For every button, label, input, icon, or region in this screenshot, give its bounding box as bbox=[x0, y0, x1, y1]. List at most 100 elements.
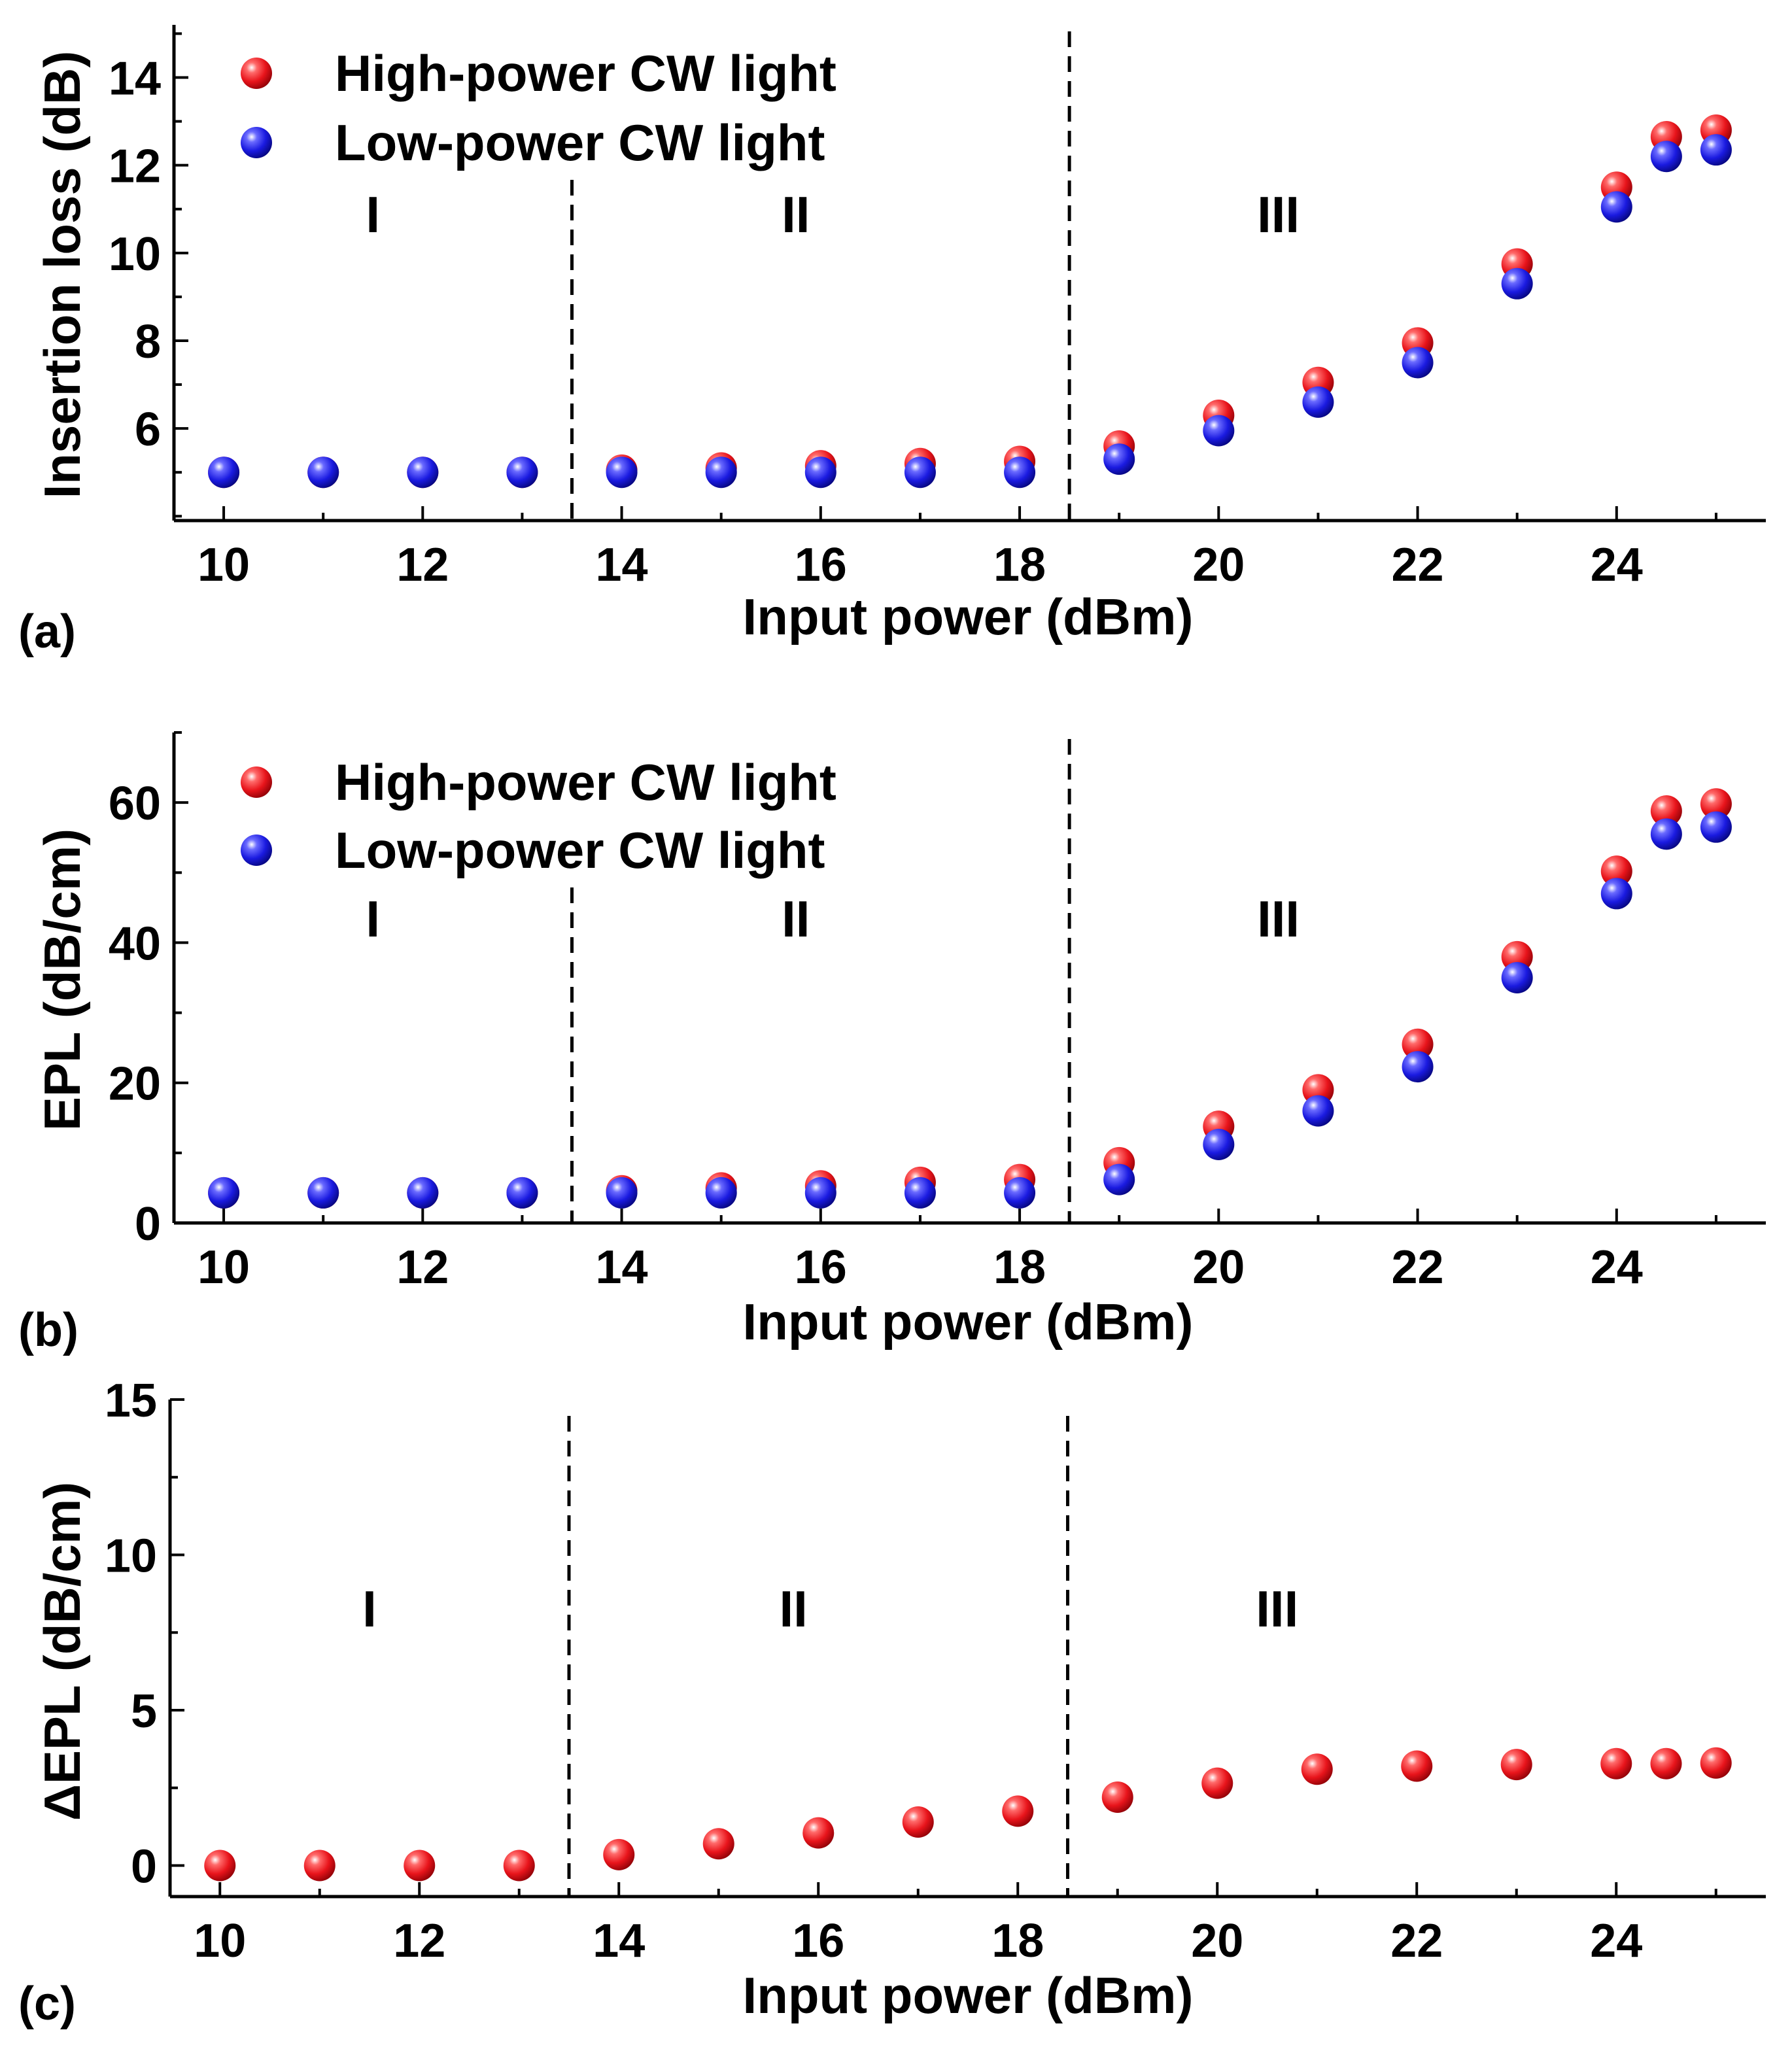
x-tick-label: 12 bbox=[396, 1241, 449, 1294]
point-low-11 bbox=[307, 1177, 339, 1209]
region-label-iii: III bbox=[1257, 890, 1300, 948]
x-tick-label: 20 bbox=[1192, 539, 1245, 591]
x-tick-label: 10 bbox=[194, 1915, 246, 1967]
point-low-20 bbox=[1203, 415, 1235, 447]
legend-label-low: Low-power CW light bbox=[335, 114, 825, 171]
point-low-19 bbox=[1103, 1163, 1135, 1195]
x-tick-label: 10 bbox=[198, 1241, 250, 1294]
point-high-15 bbox=[702, 1828, 734, 1860]
x-tick-label: 12 bbox=[393, 1915, 445, 1967]
point-low-15 bbox=[705, 1177, 737, 1209]
region-labels-b: I II III bbox=[366, 890, 1300, 948]
point-high-25 bbox=[1700, 788, 1732, 820]
point-low-16 bbox=[804, 1177, 836, 1209]
x-tick-label: 16 bbox=[795, 1241, 847, 1294]
point-high-12 bbox=[404, 1849, 436, 1882]
point-low-21 bbox=[1302, 386, 1334, 418]
x-tick-label: 18 bbox=[993, 539, 1046, 591]
x-tick-label: 18 bbox=[991, 1915, 1044, 1967]
point-high-20 bbox=[1201, 1767, 1233, 1799]
point-low-12 bbox=[407, 456, 439, 489]
x-tick-label: 22 bbox=[1390, 1915, 1443, 1967]
region-dividers-b bbox=[570, 739, 1071, 1223]
point-low-24_5 bbox=[1650, 141, 1682, 173]
point-low-19 bbox=[1103, 443, 1135, 475]
axes-a: 10 12 14 16 18 20 22 24 6 8 10 12 14 bbox=[109, 25, 1766, 591]
point-low-11 bbox=[307, 456, 339, 489]
legend-a: High-power CW light Low-power CW light bbox=[241, 44, 836, 171]
point-high-22 bbox=[1401, 1750, 1433, 1782]
x-tick-label: 22 bbox=[1392, 1241, 1444, 1294]
point-low-13 bbox=[506, 1177, 538, 1209]
point-low-23 bbox=[1501, 962, 1533, 993]
point-low-24 bbox=[1600, 878, 1632, 910]
x-tick-label: 10 bbox=[198, 539, 250, 591]
region-label-iii: III bbox=[1257, 186, 1300, 243]
point-high-24_5 bbox=[1650, 795, 1682, 827]
legend-label-high: High-power CW light bbox=[335, 753, 836, 811]
panel-label-c: (c) bbox=[18, 1978, 76, 2030]
y-tick-label: 0 bbox=[131, 1841, 157, 1893]
point-high-16 bbox=[802, 1817, 835, 1849]
point-high-14 bbox=[603, 1838, 635, 1870]
x-tick-label: 22 bbox=[1392, 539, 1444, 591]
x-tick-label: 24 bbox=[1591, 1241, 1643, 1294]
point-low-18 bbox=[1004, 456, 1036, 489]
point-low-25 bbox=[1700, 134, 1732, 166]
legend-marker-high bbox=[241, 58, 272, 89]
y-tick-label: 12 bbox=[109, 141, 161, 193]
point-high-10 bbox=[204, 1849, 236, 1882]
region-dividers-a bbox=[570, 31, 1071, 521]
point-low-20 bbox=[1203, 1129, 1235, 1160]
x-tick-label: 24 bbox=[1590, 1915, 1642, 1967]
region-labels-a: I II III bbox=[366, 186, 1300, 243]
region-dividers-c bbox=[567, 1416, 1069, 1897]
x-tick-label: 16 bbox=[795, 539, 847, 591]
x-tick-label: 14 bbox=[596, 539, 648, 591]
region-label-i: I bbox=[362, 1580, 377, 1638]
region-label-i: I bbox=[366, 890, 380, 948]
axes-b: 10 12 14 16 18 20 22 24 0 20 40 60 bbox=[109, 731, 1766, 1294]
region-label-ii: II bbox=[782, 890, 810, 948]
y-axis-title-a: Insertion loss (dB) bbox=[33, 51, 91, 499]
point-low-24 bbox=[1600, 191, 1632, 223]
y-axis-title-c: ΔEPL (dB/cm) bbox=[33, 1482, 91, 1821]
legend-label-low: Low-power CW light bbox=[335, 821, 825, 879]
point-low-25 bbox=[1700, 811, 1732, 843]
point-low-18 bbox=[1004, 1177, 1036, 1209]
point-low-10 bbox=[208, 1177, 240, 1209]
point-low-23 bbox=[1501, 267, 1533, 300]
axes-c: 10 12 14 16 18 20 22 24 0 5 10 15 bbox=[105, 1375, 1766, 1967]
point-low-16 bbox=[804, 456, 836, 489]
legend-b: High-power CW light Low-power CW light bbox=[241, 753, 836, 879]
y-tick-label: 20 bbox=[109, 1058, 161, 1110]
y-tick-label: 14 bbox=[109, 52, 161, 105]
point-low-14 bbox=[606, 1177, 638, 1209]
point-high-21 bbox=[1301, 1753, 1333, 1785]
x-tick-label: 14 bbox=[596, 1241, 648, 1294]
legend-label-high: High-power CW light bbox=[335, 44, 836, 102]
x-tick-label: 18 bbox=[993, 1241, 1046, 1294]
x-tick-label: 14 bbox=[593, 1915, 645, 1967]
point-high-18 bbox=[1002, 1795, 1034, 1827]
y-tick-label: 5 bbox=[131, 1685, 157, 1738]
region-labels-c: I II III bbox=[362, 1580, 1298, 1638]
x-tick-label: 16 bbox=[792, 1915, 844, 1967]
y-tick-label: 8 bbox=[135, 316, 161, 368]
point-low-17 bbox=[904, 456, 936, 489]
point-low-14 bbox=[606, 456, 638, 489]
point-low-13 bbox=[506, 456, 538, 489]
panel-label-b: (b) bbox=[18, 1304, 78, 1356]
data-points-b bbox=[208, 788, 1732, 1209]
x-tick-label: 12 bbox=[396, 539, 449, 591]
panel-label-a: (a) bbox=[18, 606, 76, 658]
point-high-24 bbox=[1600, 855, 1632, 887]
point-low-22 bbox=[1402, 1051, 1434, 1083]
point-high-13 bbox=[503, 1849, 535, 1882]
region-label-iii: III bbox=[1256, 1580, 1298, 1638]
y-tick-label: 60 bbox=[109, 778, 161, 830]
